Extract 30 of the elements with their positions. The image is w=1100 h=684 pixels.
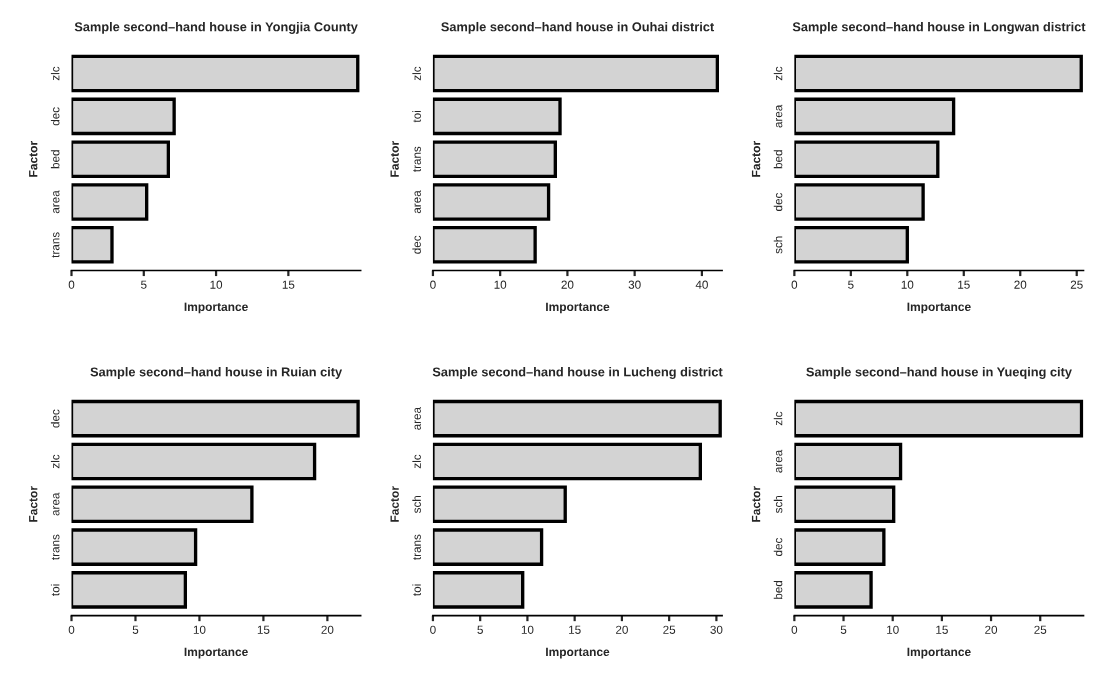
bar [71,442,317,481]
bar [432,183,551,221]
bar [432,54,720,93]
bar [432,97,562,136]
bar [794,399,1084,438]
bar [794,442,903,481]
bar [432,226,537,264]
bar [71,226,114,264]
bar [432,528,544,566]
bar [432,399,722,438]
bar [432,485,567,524]
bar [71,97,176,136]
bar [794,183,925,221]
bar [794,528,886,566]
bar [794,140,940,178]
bar [71,54,360,93]
bar [794,54,1083,93]
bar [71,140,171,178]
bar [71,485,254,524]
bar [794,571,873,609]
bar [794,485,896,524]
bar [432,442,703,481]
bar [71,183,149,221]
bar [71,528,198,566]
bar [794,226,909,264]
bar [71,571,188,609]
bar [794,97,956,136]
bar [432,571,525,609]
bar [432,140,557,178]
bar [71,399,360,438]
